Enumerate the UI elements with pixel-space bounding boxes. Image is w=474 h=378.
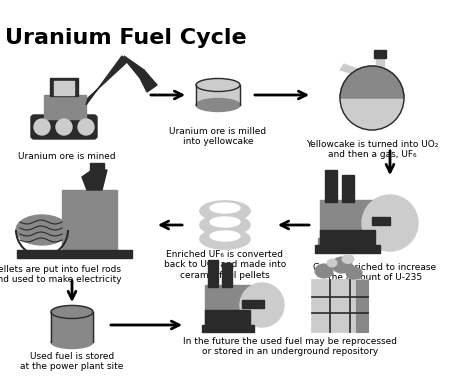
Ellipse shape: [200, 201, 250, 221]
Ellipse shape: [342, 254, 354, 263]
Ellipse shape: [196, 79, 240, 91]
Ellipse shape: [16, 215, 68, 245]
Bar: [318, 238, 378, 246]
Bar: [342, 175, 354, 202]
Circle shape: [240, 283, 284, 327]
Circle shape: [362, 195, 418, 251]
Ellipse shape: [315, 264, 333, 278]
Text: Gas is enriched to increase
the amount of U-235: Gas is enriched to increase the amount o…: [313, 263, 437, 282]
Bar: [325, 170, 337, 202]
Circle shape: [34, 119, 50, 135]
Text: Uranium ore is mined: Uranium ore is mined: [18, 152, 116, 161]
Text: In the future the used fuel may be reprocessed
or stored in an underground repos: In the future the used fuel may be repro…: [183, 337, 397, 356]
Circle shape: [78, 119, 94, 135]
Ellipse shape: [200, 215, 250, 235]
Polygon shape: [340, 64, 372, 80]
Polygon shape: [86, 56, 127, 105]
Polygon shape: [124, 56, 144, 78]
Bar: [62, 190, 117, 250]
Bar: [196, 85, 240, 105]
Text: Pellets are put into fuel rods
and used to make electricity: Pellets are put into fuel rods and used …: [0, 265, 122, 284]
Bar: [50, 78, 78, 96]
Ellipse shape: [210, 203, 240, 213]
Bar: [356, 280, 368, 332]
Bar: [376, 56, 384, 78]
Ellipse shape: [332, 257, 352, 273]
Ellipse shape: [210, 231, 240, 241]
Circle shape: [56, 119, 72, 135]
Bar: [315, 245, 380, 253]
Text: Enriched UF₆ is converted
back to UO₂ and made into
ceramic fuel pellets: Enriched UF₆ is converted back to UO₂ an…: [164, 250, 286, 280]
Ellipse shape: [200, 229, 250, 249]
Text: Uranium ore is milled
into yellowcake: Uranium ore is milled into yellowcake: [169, 127, 266, 146]
Bar: [54, 81, 74, 95]
Text: Uranium Fuel Cycle: Uranium Fuel Cycle: [5, 28, 246, 48]
Ellipse shape: [51, 305, 93, 319]
Bar: [208, 260, 218, 287]
Ellipse shape: [210, 217, 240, 227]
Ellipse shape: [51, 336, 93, 349]
Bar: [374, 50, 386, 58]
Bar: [205, 285, 250, 325]
Ellipse shape: [327, 259, 337, 267]
FancyBboxPatch shape: [31, 115, 97, 139]
Bar: [312, 280, 368, 332]
Bar: [205, 310, 250, 325]
Bar: [90, 163, 104, 173]
Bar: [320, 230, 375, 245]
Bar: [17, 250, 132, 258]
Bar: [372, 217, 390, 225]
Polygon shape: [82, 170, 107, 190]
Wedge shape: [340, 66, 404, 98]
Circle shape: [340, 66, 404, 130]
Polygon shape: [140, 70, 157, 92]
Ellipse shape: [196, 99, 240, 112]
Text: Used fuel is stored
at the power plant site: Used fuel is stored at the power plant s…: [20, 352, 124, 372]
Bar: [320, 200, 375, 245]
Bar: [242, 300, 264, 308]
Ellipse shape: [346, 267, 362, 279]
Bar: [44, 95, 86, 119]
Bar: [202, 325, 254, 332]
Text: Yellowcake is turned into UO₂
and then a gas, UF₆: Yellowcake is turned into UO₂ and then a…: [306, 140, 438, 160]
Bar: [222, 263, 232, 287]
Bar: [51, 312, 93, 342]
